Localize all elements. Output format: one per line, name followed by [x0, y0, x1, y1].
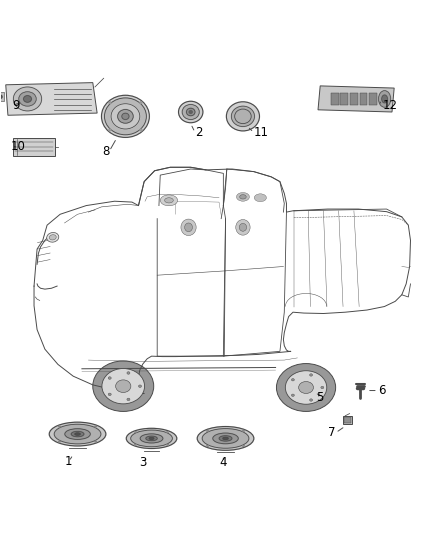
Ellipse shape — [310, 399, 313, 401]
Ellipse shape — [59, 441, 60, 442]
Text: 10: 10 — [11, 140, 26, 154]
Ellipse shape — [111, 104, 140, 129]
Bar — [369, 93, 377, 105]
Ellipse shape — [75, 433, 80, 435]
Ellipse shape — [140, 129, 142, 131]
Ellipse shape — [102, 95, 149, 138]
Ellipse shape — [95, 441, 96, 442]
Ellipse shape — [93, 361, 154, 411]
Ellipse shape — [127, 398, 130, 401]
Ellipse shape — [49, 422, 106, 446]
Bar — [340, 93, 348, 105]
Ellipse shape — [105, 98, 146, 135]
Polygon shape — [318, 86, 394, 112]
Bar — [0, 92, 4, 101]
Ellipse shape — [299, 382, 314, 393]
Text: 7: 7 — [328, 426, 336, 439]
Ellipse shape — [47, 232, 59, 242]
Ellipse shape — [223, 438, 228, 440]
Ellipse shape — [149, 438, 154, 439]
Text: 3: 3 — [139, 456, 147, 469]
Ellipse shape — [304, 387, 318, 394]
Bar — [350, 93, 358, 105]
Ellipse shape — [240, 195, 246, 199]
Bar — [331, 93, 339, 105]
Ellipse shape — [165, 198, 173, 203]
Ellipse shape — [118, 109, 133, 123]
Ellipse shape — [231, 106, 254, 126]
Ellipse shape — [109, 129, 111, 131]
Ellipse shape — [65, 429, 90, 439]
Text: 9: 9 — [12, 99, 20, 112]
Ellipse shape — [307, 389, 314, 392]
Ellipse shape — [213, 433, 238, 444]
Ellipse shape — [0, 95, 2, 98]
Ellipse shape — [285, 371, 327, 404]
Ellipse shape — [71, 431, 84, 437]
Ellipse shape — [108, 377, 111, 379]
Ellipse shape — [293, 383, 328, 398]
Text: 6: 6 — [378, 384, 385, 397]
Text: 8: 8 — [102, 144, 110, 158]
Ellipse shape — [197, 426, 254, 450]
Ellipse shape — [160, 195, 178, 206]
Ellipse shape — [236, 220, 250, 235]
Ellipse shape — [127, 372, 130, 374]
Ellipse shape — [291, 378, 294, 381]
Text: 5: 5 — [316, 391, 323, 403]
Text: 1: 1 — [65, 455, 73, 468]
Ellipse shape — [219, 436, 232, 441]
Ellipse shape — [13, 87, 42, 111]
Ellipse shape — [49, 235, 56, 240]
Ellipse shape — [102, 368, 145, 404]
Ellipse shape — [146, 436, 157, 441]
Ellipse shape — [378, 91, 391, 107]
Text: 2: 2 — [195, 126, 202, 139]
Ellipse shape — [235, 109, 251, 124]
Text: 4: 4 — [219, 456, 227, 469]
Ellipse shape — [237, 192, 250, 201]
FancyBboxPatch shape — [13, 138, 55, 156]
Ellipse shape — [95, 426, 96, 427]
Text: 12: 12 — [382, 99, 397, 112]
Ellipse shape — [239, 223, 247, 231]
Ellipse shape — [237, 111, 249, 122]
Ellipse shape — [226, 102, 259, 131]
Ellipse shape — [109, 102, 111, 103]
Ellipse shape — [382, 95, 388, 103]
Ellipse shape — [108, 393, 111, 395]
Ellipse shape — [54, 424, 101, 444]
Ellipse shape — [131, 430, 173, 447]
Ellipse shape — [138, 385, 141, 387]
Ellipse shape — [202, 429, 249, 448]
Bar — [344, 417, 351, 423]
Ellipse shape — [276, 364, 336, 411]
Ellipse shape — [297, 385, 323, 397]
Ellipse shape — [122, 113, 129, 119]
Ellipse shape — [140, 434, 163, 443]
Ellipse shape — [310, 374, 313, 376]
Polygon shape — [6, 83, 97, 115]
Ellipse shape — [182, 104, 199, 119]
Ellipse shape — [19, 92, 36, 106]
Ellipse shape — [291, 394, 294, 397]
Ellipse shape — [321, 386, 324, 389]
Ellipse shape — [189, 111, 192, 114]
Ellipse shape — [126, 429, 177, 448]
Ellipse shape — [187, 108, 195, 116]
Ellipse shape — [59, 426, 60, 427]
Text: 11: 11 — [254, 126, 269, 139]
Ellipse shape — [140, 102, 142, 103]
Ellipse shape — [185, 223, 192, 232]
Ellipse shape — [241, 115, 245, 118]
Bar — [360, 93, 367, 105]
Bar — [343, 416, 352, 424]
Ellipse shape — [179, 101, 203, 123]
Ellipse shape — [254, 194, 266, 201]
Ellipse shape — [24, 96, 32, 102]
Ellipse shape — [181, 219, 196, 236]
Ellipse shape — [116, 380, 131, 392]
